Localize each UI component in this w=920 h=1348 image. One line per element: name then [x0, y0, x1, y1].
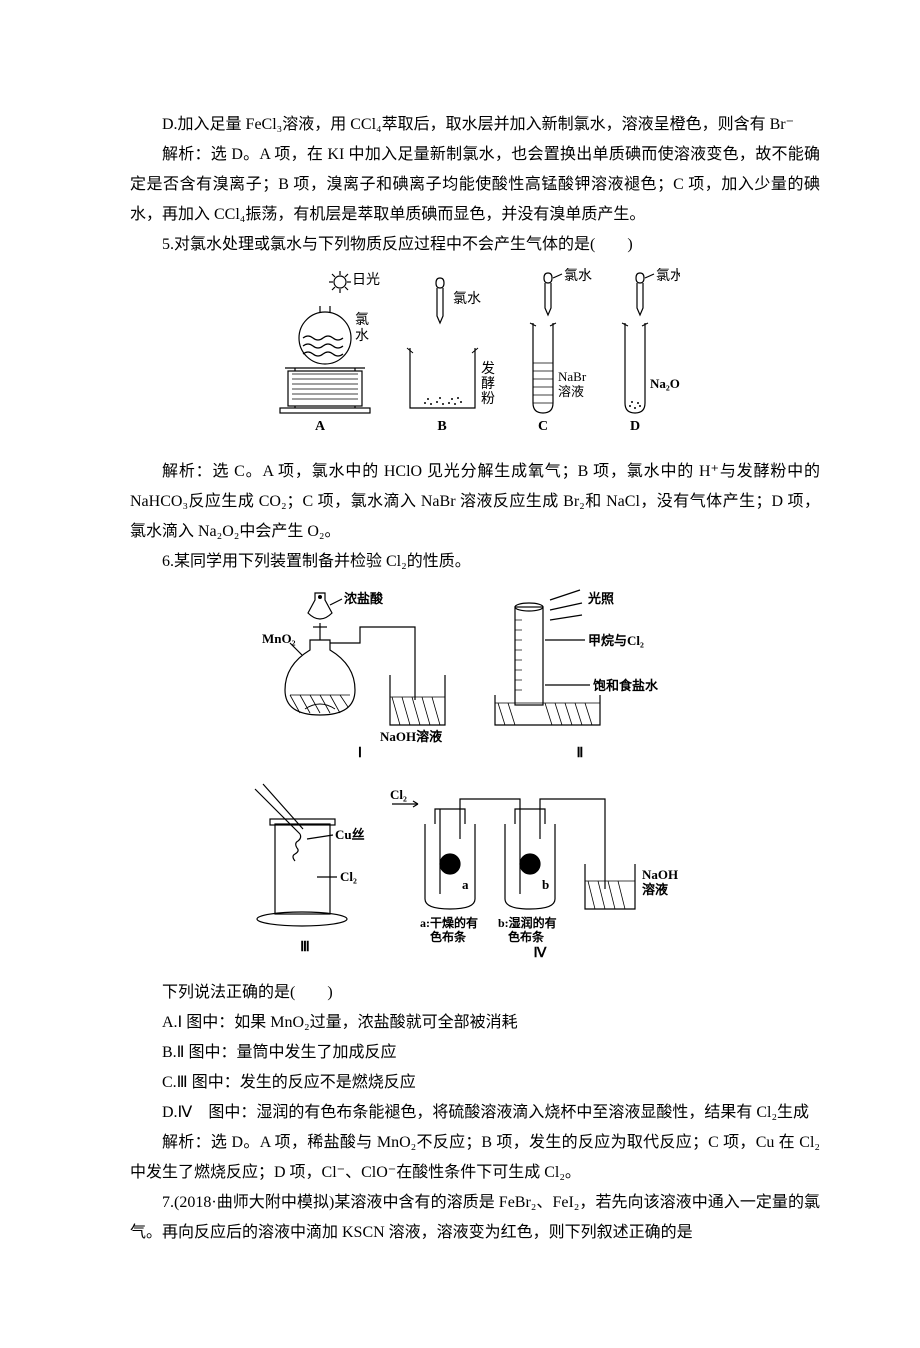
answer-d-text: D.加入足量 FeCl₃溶液，用 CCl₄萃取后，取水层并加入新制氯水，溶液呈橙… — [130, 110, 820, 140]
question-6-stem: 下列说法正确的是( ) — [130, 978, 820, 1008]
label-clwater-b: 氯水 — [453, 291, 481, 307]
question-6-d: D.Ⅳ 图中：湿润的有色布条能褪色，将硫酸溶液滴入烧杯中至溶液显酸性，结果有 C… — [130, 1098, 820, 1128]
apparatus-ii: 光照 甲烷与Cl₂ 饱和食盐水 Ⅱ — [495, 590, 659, 760]
label-bp-3: 粉 — [481, 391, 495, 407]
label-clwater-c: 氯水 — [564, 268, 592, 284]
label-naoh2-2: 溶液 — [642, 882, 668, 897]
figure-q6-bottom: Cu丝 Cl₂ Ⅲ Cl₂ a — [130, 779, 820, 970]
label-i: Ⅰ — [358, 746, 362, 760]
label-bdesc-2: 色布条 — [508, 929, 545, 944]
question-6: 6.某同学用下列装置制备并检验 Cl₂的性质。 — [130, 547, 820, 577]
label-iv: Ⅳ — [534, 946, 548, 959]
label-clwater-d: 氯水 — [656, 268, 680, 284]
apparatus-iv: Cl₂ a b — [390, 787, 678, 959]
label-cl2in: Cl₂ — [340, 869, 357, 884]
label-sunlight: 日光 — [352, 272, 380, 288]
explanation-q4: 解析：选 D。A 项，在 KI 中加入足量新制氯水，也会置换出单质碘而使溶液变色… — [130, 140, 820, 230]
label-naoh: NaOH溶液 — [380, 729, 442, 744]
label-nabr-2: 溶液 — [558, 384, 584, 399]
label-light: 光照 — [587, 591, 614, 606]
label-adesc-2: 色布条 — [430, 929, 467, 944]
question-6-a: A.Ⅰ 图中：如果 MnO₂过量，浓盐酸就可全部被消耗 — [130, 1008, 820, 1038]
label-brine: 饱和食盐水 — [592, 678, 659, 693]
label-bp-1: 发 — [481, 361, 495, 377]
label-c: C — [538, 419, 548, 434]
label-clwater-a-1: 氯 — [355, 312, 369, 328]
apparatus-c: 氯水 NaBr 溶液 C — [530, 268, 592, 434]
label-bp-2: 酵 — [481, 376, 495, 392]
label-mno2: MnO₂ — [262, 631, 296, 646]
apparatus-d: 氯水 Na₂O₂ D — [622, 268, 680, 434]
label-clwater-a-2: 水 — [355, 328, 369, 344]
label-naoh2-1: NaOH — [642, 867, 678, 882]
question-6-b: B.Ⅱ 图中：量筒中发生了加成反应 — [130, 1038, 820, 1068]
label-cl2arrow: Cl₂ — [390, 787, 407, 802]
label-a: a — [462, 877, 469, 892]
question-5: 5.对氯水处理或氯水与下列物质反应过程中不会产生气体的是( ) — [130, 230, 820, 260]
question-6-c: C.Ⅲ 图中：发生的反应不是燃烧反应 — [130, 1068, 820, 1098]
explanation-q5: 解析：选 C。A 项，氯水中的 HClO 见光分解生成氧气；B 项，氯水中的 H… — [130, 457, 820, 547]
label-adesc-1: a:干燥的有 — [420, 915, 478, 930]
label-b: b — [542, 877, 549, 892]
explanation-q6: 解析：选 D。A 项，稀盐酸与 MnO₂不反应；B 项，发生的反应为取代反应；C… — [130, 1128, 820, 1188]
label-bdesc-1: b:湿润的有 — [498, 915, 557, 930]
label-a: A — [315, 419, 326, 434]
label-b: B — [437, 419, 446, 434]
label-ii: Ⅱ — [577, 746, 584, 760]
figure-q6-top: 浓盐酸 MnO₂ — [130, 585, 820, 771]
label-ch4cl2: 甲烷与Cl₂ — [588, 633, 644, 648]
figure-q5: 日光 氯 水 A — [130, 268, 820, 449]
apparatus-a: 日光 氯 水 A — [280, 271, 380, 434]
label-hcl: 浓盐酸 — [344, 591, 384, 606]
label-nabr-1: NaBr — [558, 369, 587, 384]
apparatus-iii: Cu丝 Cl₂ Ⅲ — [255, 784, 365, 955]
label-iii: Ⅲ — [300, 940, 310, 955]
label-d: D — [630, 419, 640, 434]
apparatus-i: 浓盐酸 MnO₂ — [262, 591, 445, 760]
label-cu: Cu丝 — [335, 827, 365, 842]
apparatus-b: 氯水 发 酵 粉 B — [407, 278, 495, 434]
label-na2o2: Na₂O₂ — [650, 376, 680, 391]
question-7: 7.(2018·曲师大附中模拟)某溶液中含有的溶质是 FeBr₂、FeI₂，若先… — [130, 1188, 820, 1248]
